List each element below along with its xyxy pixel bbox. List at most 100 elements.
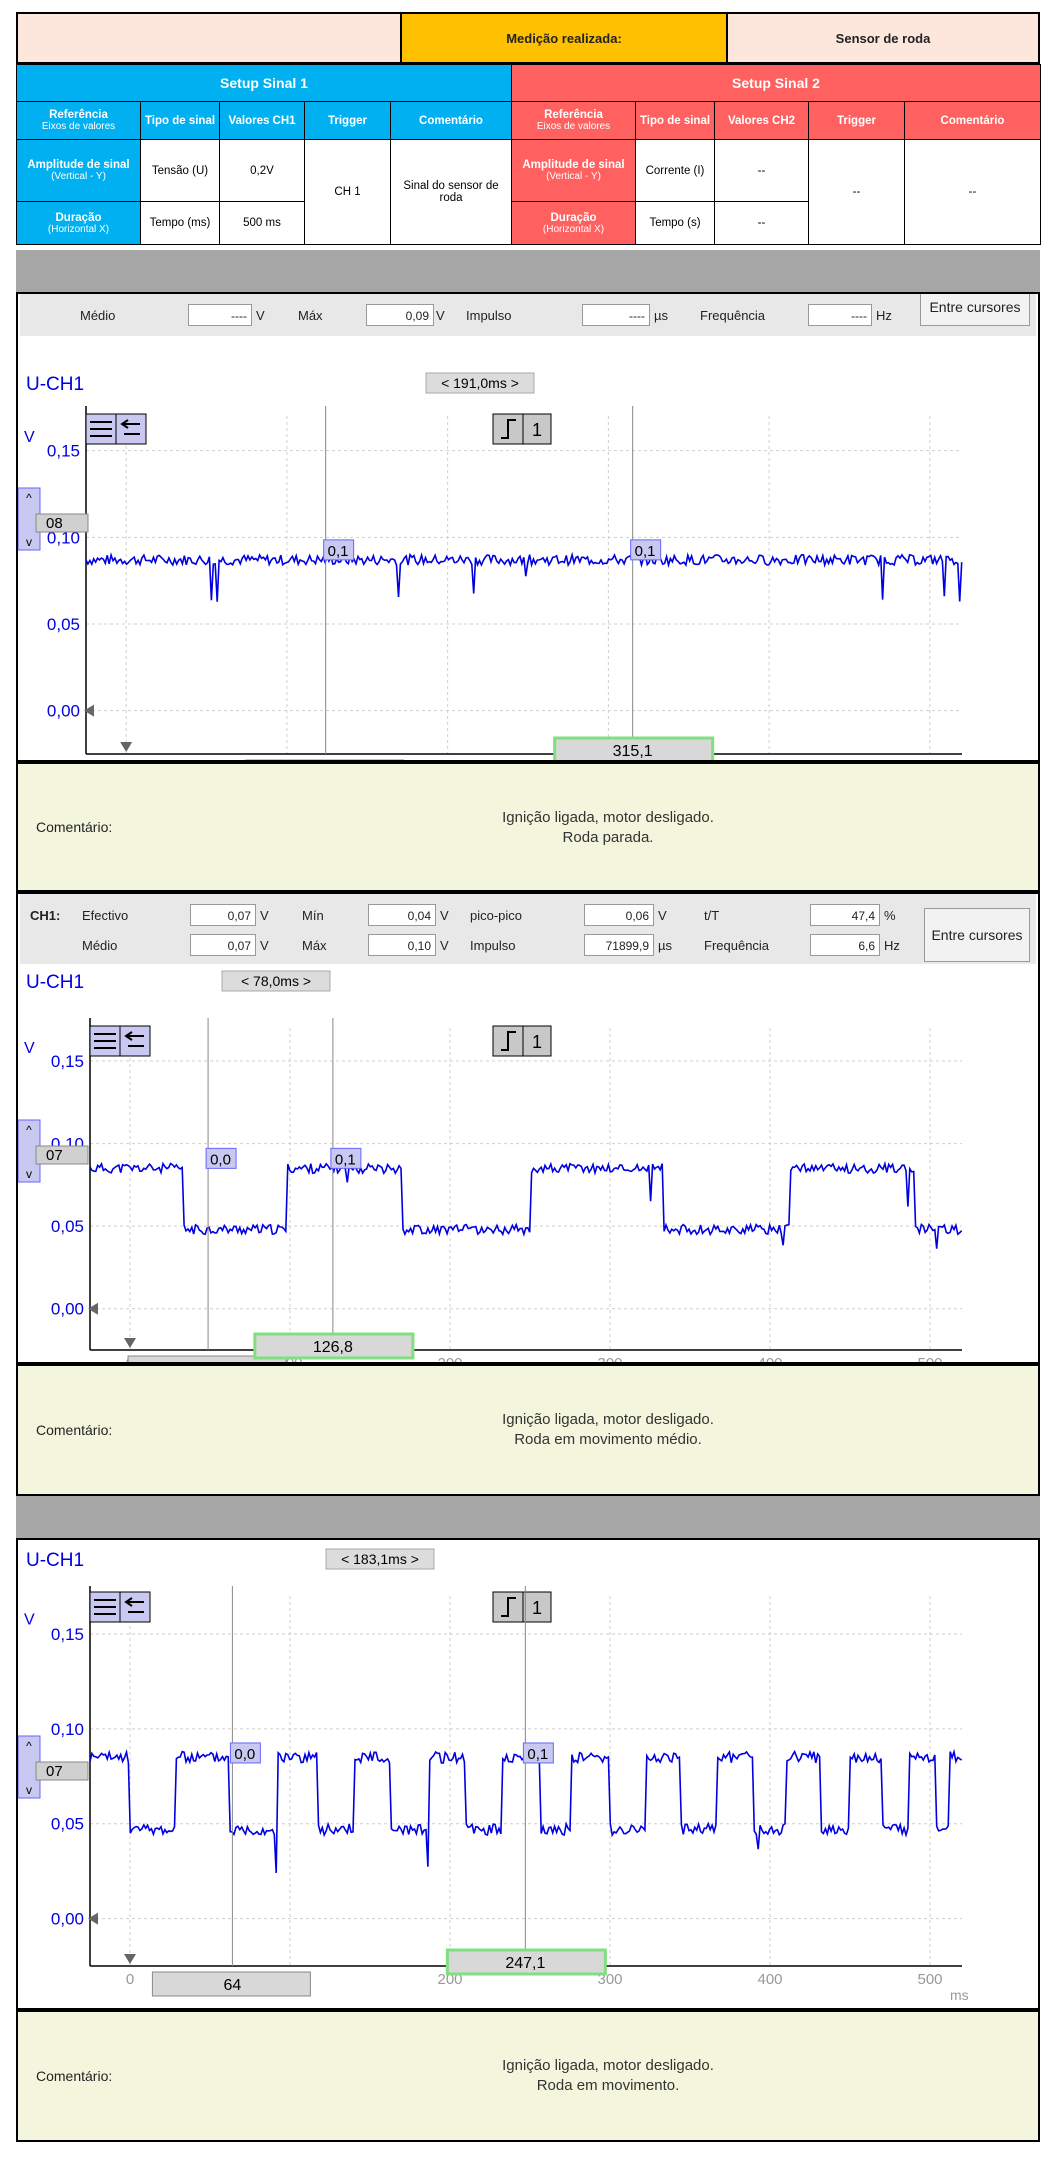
s2-pp-value: 0,06	[584, 904, 654, 926]
cursor-b-value: 0,1	[335, 1151, 356, 1168]
s2-tt-value: 47,4	[810, 904, 880, 926]
cursor-b-value-box	[630, 539, 662, 561]
s1-max-unit: V	[436, 308, 445, 323]
scope3-panel: U-CH1< 183,1ms >0,150,100,050,0001002003…	[16, 1538, 1040, 2010]
y-tick-label: 0,00	[47, 702, 80, 721]
cursor-b-time: 315,1	[613, 743, 653, 760]
cursor-a-value-box	[323, 539, 355, 561]
s2-medio-label: Médio	[82, 938, 118, 953]
scope1-comment-label: Comentário:	[36, 819, 113, 835]
cursor-b-time-box	[553, 736, 715, 760]
scope3-comment-line2: Roda em movimento.	[536, 2077, 680, 2094]
scope1-measure-bar: Médio ---- V Máx 0,09 V Impulso ---- µs …	[20, 294, 1036, 336]
s1-freq-label: Frequência	[700, 308, 766, 323]
y-tick-label: 0,10	[47, 528, 80, 547]
s2-ch-label: CH1:	[30, 908, 61, 923]
s2-tt-unit: %	[884, 908, 896, 923]
x-tick-label: 400	[757, 1971, 782, 1988]
cursor-a-time-box	[127, 1355, 287, 1362]
zero-level-marker	[84, 704, 94, 717]
scope1-chart: U-CH1< 191,0ms >0,150,100,050,0001002003…	[18, 372, 963, 762]
signal-trace	[89, 1160, 963, 1249]
s2-between-cursors-button[interactable]: Entre cursores	[924, 908, 1030, 962]
cursor-b-time-box	[445, 1948, 607, 1976]
y-tick-label: 0,00	[51, 1300, 84, 1319]
x-tick-label: 300	[597, 1355, 622, 1364]
trigger-edge-glyph	[501, 419, 516, 439]
channel-title: U-CH1	[26, 972, 84, 993]
level-value-box	[35, 1761, 89, 1781]
y-unit-label: V	[24, 1040, 35, 1057]
cursor-align-icon-glyph	[124, 1031, 144, 1047]
scope2-comment-line2: Roda em movimento médio.	[514, 1431, 702, 1448]
channel-title: U-CH1	[26, 1550, 84, 1571]
scope1-comment-line2: Roda parada.	[562, 829, 654, 846]
level-down-arrow: v	[26, 535, 32, 549]
y-tick-label: 0,15	[51, 1052, 84, 1071]
x-tick-label: 500	[917, 1971, 942, 1988]
s1-medio-label: Médio	[80, 308, 116, 323]
type-header-1: Tipo de sinal	[140, 101, 220, 140]
type-header-2: Tipo de sinal	[635, 101, 715, 140]
s2-trigger: --	[808, 139, 905, 245]
s2-impulso-label: Impulso	[470, 938, 516, 953]
s2-freq-label: Frequência	[704, 938, 770, 953]
x-tick-label: 500	[917, 759, 942, 762]
s2-freq-unit: Hz	[884, 938, 900, 953]
s2-max-unit: V	[440, 938, 449, 953]
s1-dur-value: 500 ms	[219, 201, 305, 245]
s1-trigger: CH 1	[304, 139, 391, 245]
cursor-align-icon	[119, 1591, 151, 1623]
s1-max-value: 0,09	[366, 304, 434, 326]
s2-impulso-value: 71899,9	[584, 934, 654, 956]
cursor-b-value-box	[330, 1147, 362, 1169]
cursor-a-time: 64	[224, 1977, 242, 1994]
trigger-edge-glyph	[501, 1597, 516, 1617]
setup-signal-2-title: Setup Sinal 2	[511, 64, 1041, 102]
cursor-align-icon	[115, 413, 147, 445]
s2-efectivo-unit: V	[260, 908, 269, 923]
scope1-comment-box: Comentário: Ignição ligada, motor deslig…	[16, 762, 1040, 892]
delta-time-box	[221, 970, 331, 992]
trigger-header-1: Trigger	[304, 101, 391, 140]
trigger-channel-number: 1	[532, 1032, 542, 1052]
level-value: 07	[46, 1763, 63, 1780]
cursor-a-value: 0,0	[210, 1151, 231, 1168]
s2-comment: --	[904, 139, 1041, 245]
s1-medio-unit: V	[256, 308, 265, 323]
s2-freq-value: 6,6	[810, 934, 880, 956]
cursor-a-value: 0,0	[234, 1746, 255, 1763]
comment-header-2: Comentário	[904, 101, 1041, 140]
s2-tt-label: t/T	[704, 908, 720, 923]
trigger-channel-box	[522, 1591, 552, 1623]
s1-dur-type: Tempo (ms)	[140, 201, 220, 245]
header-left-empty	[18, 14, 402, 62]
level-down-arrow: v	[26, 1783, 32, 1797]
scope2-comment-line1: Ignição ligada, motor desligado.	[502, 1411, 714, 1428]
y-tick-label: 0,15	[51, 1625, 84, 1644]
channel-title: U-CH1	[26, 374, 84, 395]
scope2-measure-bar: CH1: Efectivo 0,07 V Mín 0,04 V pico-pic…	[20, 894, 1036, 964]
s2-efectivo-label: Efectivo	[82, 908, 129, 923]
s2-amp-type: Corrente (I)	[635, 139, 715, 202]
s1-medio-value: ----	[188, 304, 252, 326]
scope3-comment-text: Ignição ligada, motor desligado. Roda em…	[218, 2056, 998, 2096]
y-tick-label: 0,05	[51, 1815, 84, 1834]
s2-min-value: 0,04	[368, 904, 436, 926]
cursor-align-icon-glyph	[124, 1597, 144, 1613]
cursor-a-value: 0,1	[328, 543, 349, 560]
s2-min-label: Mín	[302, 908, 324, 923]
s1-impulso-unit: µs	[654, 308, 668, 323]
delta-time-label: < 183,1ms >	[341, 1551, 419, 1567]
cursor-b-value: 0,1	[635, 543, 656, 560]
s2-efectivo-value: 0,07	[190, 904, 256, 926]
y-tick-label: 0,05	[47, 615, 80, 634]
x-tick-label: 400	[757, 1355, 782, 1364]
cursor-b-value-box	[522, 1742, 554, 1764]
s1-between-cursors-button[interactable]: Entre cursores	[920, 294, 1030, 326]
scope3-comment-line1: Ignição ligada, motor desligado.	[502, 2057, 714, 2074]
scope1-panel: Médio ---- V Máx 0,09 V Impulso ---- µs …	[16, 292, 1040, 762]
x-tick-label: 0	[122, 759, 130, 762]
level-down-arrow: v	[26, 1167, 32, 1181]
level-value: 08	[46, 515, 63, 532]
